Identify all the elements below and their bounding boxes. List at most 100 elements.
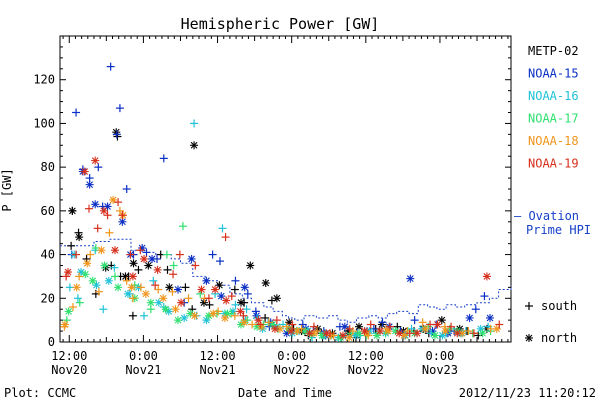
south-point	[122, 185, 131, 193]
north-point	[270, 324, 279, 333]
south-point	[366, 320, 375, 329]
x-tick-date-label: Nov20	[51, 363, 87, 377]
south-point	[86, 250, 95, 259]
north-point	[482, 272, 491, 281]
north-point	[174, 285, 183, 294]
south-point	[426, 320, 435, 329]
south-point	[480, 292, 489, 301]
ovation-legend-line1: — Ovation	[514, 209, 579, 223]
south-point	[264, 318, 273, 327]
north-point	[177, 298, 186, 307]
south-point	[464, 327, 473, 336]
north-point	[97, 246, 106, 255]
north-point	[395, 329, 404, 338]
north-point	[525, 334, 533, 342]
north-point	[112, 128, 121, 137]
south-point	[288, 320, 297, 329]
north-point	[159, 294, 168, 303]
south-point	[345, 324, 354, 333]
x-tick-date-label: Nov22	[348, 363, 384, 377]
south-point	[447, 322, 456, 331]
data-points	[60, 62, 533, 342]
north-point	[199, 298, 208, 307]
north-point	[465, 313, 474, 322]
x-tick-date-label: Nov23	[422, 363, 458, 377]
south-point	[106, 62, 115, 71]
south-point	[385, 322, 394, 331]
y-axis-label: P [GW]	[0, 168, 14, 211]
south-point	[72, 108, 81, 117]
north-point	[338, 331, 347, 340]
x-tick-label: 12:00	[51, 349, 87, 363]
north-point	[64, 268, 73, 277]
south-point	[110, 272, 119, 281]
north-point	[421, 324, 430, 333]
south-point	[410, 316, 419, 325]
south-point	[75, 272, 84, 281]
south-point	[230, 285, 239, 294]
south-point	[242, 305, 251, 314]
north-point	[222, 296, 231, 305]
south-point	[110, 263, 119, 272]
north-point	[441, 327, 450, 336]
south-point	[115, 206, 124, 215]
south-point	[68, 303, 77, 312]
ovation-layer	[60, 238, 512, 323]
north-point	[202, 276, 211, 285]
south-point	[231, 300, 240, 309]
north-point	[99, 206, 108, 215]
south-point	[128, 294, 137, 303]
north-point	[272, 294, 281, 303]
north-point	[121, 272, 130, 281]
north-point	[174, 316, 183, 325]
y-tick-label: 20	[41, 291, 55, 305]
x-tick-label: 12:00	[348, 349, 384, 363]
south-point	[184, 294, 193, 303]
series-legend: METP-02 NOAA-15 NOAA-16 NOAA-17 NOAA-18 NOAA-…	[528, 44, 579, 171]
north-point	[413, 329, 422, 338]
y-tick-label: 40	[41, 248, 55, 262]
south-point	[204, 294, 213, 303]
legend-noaa-19: NOAA-19	[528, 157, 579, 171]
south-point	[261, 313, 270, 322]
y-axis: 0 20 40 60 80 100 120	[33, 35, 511, 349]
legend-noaa-18: NOAA-18	[528, 134, 579, 148]
south-point	[93, 224, 102, 233]
north-point	[141, 289, 150, 298]
south-point	[136, 283, 145, 292]
north-point	[190, 311, 199, 320]
y-tick-label: 100	[33, 116, 55, 130]
north-point	[109, 195, 118, 204]
ovation-legend: — Ovation Prime HPI	[514, 209, 591, 237]
south-point	[73, 294, 82, 303]
south-point	[154, 285, 163, 294]
south-point	[190, 119, 199, 128]
north-point	[453, 329, 462, 338]
south-point	[248, 320, 257, 329]
south-point	[75, 298, 84, 307]
south-point	[175, 250, 184, 259]
north-point	[91, 156, 100, 165]
marker-legend-north: north	[541, 331, 577, 345]
south-point	[67, 241, 76, 250]
south-point	[243, 289, 252, 298]
north-point	[180, 313, 189, 322]
south-point	[103, 211, 112, 220]
south-point	[72, 250, 81, 259]
north-point	[128, 272, 137, 281]
x-tick-date-label: Nov21	[199, 363, 235, 377]
north-point	[129, 259, 138, 268]
y-tick-label: 0	[48, 335, 55, 349]
footer-timestamp: 2012/11/23 11:20:12	[459, 386, 596, 400]
footer-plot-credit: Plot: CCMC	[4, 386, 76, 400]
chart-title: Hemispheric Power [GW]	[181, 15, 380, 33]
south-point	[94, 163, 103, 172]
north-point	[153, 265, 162, 274]
x-axis-label: Date and Time	[238, 386, 332, 400]
south-point	[169, 261, 178, 270]
north-point	[237, 298, 246, 307]
north-point	[246, 261, 255, 270]
south-point	[142, 248, 151, 257]
north-point	[240, 283, 249, 292]
